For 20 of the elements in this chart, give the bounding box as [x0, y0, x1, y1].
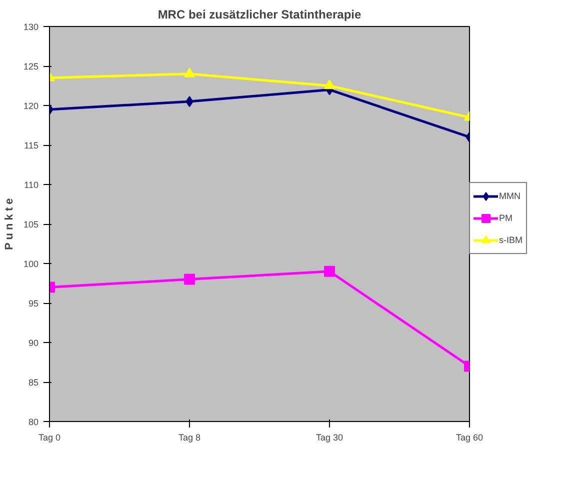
x-tick-label: Tag 0: [38, 432, 61, 442]
x-tick-label: Tag 60: [456, 432, 484, 442]
y-tick-label: 95: [28, 298, 39, 308]
legend-label: MMN: [499, 191, 520, 201]
y-tick-label: 120: [23, 101, 39, 111]
y-tick-label: 130: [23, 22, 39, 32]
legend-label: s-IBM: [499, 235, 522, 245]
y-tick-label: 80: [28, 417, 39, 427]
legend-label: PM: [499, 213, 514, 223]
y-tick-label: 110: [24, 180, 39, 190]
x-tick-label: Tag 8: [178, 432, 201, 442]
y-tick-label: 125: [23, 62, 39, 72]
y-tick-label: 115: [24, 140, 39, 150]
y-axis-title: P u n k t e: [3, 198, 16, 250]
x-tick-label: Tag 30: [316, 432, 344, 442]
y-tick-label: 105: [23, 220, 39, 230]
chart-title: MRC bei zusätzlicher Statintherapie: [158, 8, 362, 22]
y-tick-label: 85: [28, 378, 39, 388]
y-tick-label: 100: [23, 259, 39, 269]
y-tick-label: 90: [28, 338, 39, 348]
